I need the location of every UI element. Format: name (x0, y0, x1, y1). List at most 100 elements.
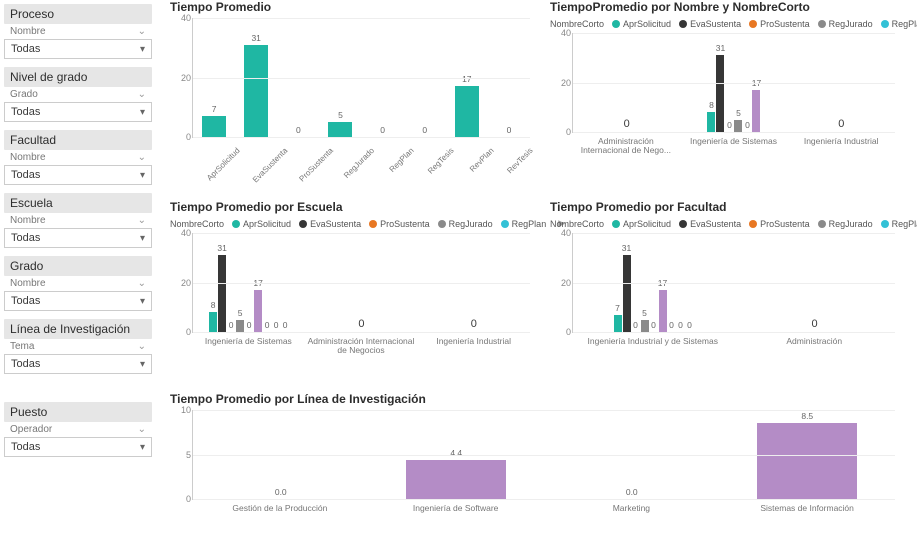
slicer-header: Línea de Investigación (4, 319, 152, 339)
legend-item[interactable]: RegPlan (881, 219, 917, 229)
bar[interactable]: 31 (218, 255, 226, 332)
chart-title: TiempoPromedio por Nombre y NombreCorto (550, 0, 895, 14)
bar-value-label: 0.0 (626, 487, 638, 497)
bar[interactable]: 5 (641, 320, 649, 332)
legend-swatch (749, 220, 757, 228)
bar[interactable]: 31 (623, 255, 631, 332)
slicer-field-label[interactable]: Nombre (4, 213, 152, 228)
bar[interactable]: 5 (328, 122, 352, 137)
legend-item[interactable]: AprSolicitud (232, 219, 291, 229)
legend-swatch (612, 20, 620, 28)
bar[interactable]: 7 (202, 116, 226, 137)
y-tick-label: 40 (173, 228, 191, 238)
legend-swatch (818, 220, 826, 228)
bar-value-label: 0 (727, 120, 732, 130)
bar[interactable]: 17 (752, 90, 760, 132)
bar-value-label: 0 (507, 125, 512, 135)
legend-swatch (438, 220, 446, 228)
legend-swatch (818, 20, 826, 28)
slicer: GradoNombreTodas (4, 256, 152, 311)
slicer: EscuelaNombreTodas (4, 193, 152, 248)
slicer-dropdown[interactable]: Todas (4, 437, 152, 457)
slicer-dropdown[interactable]: Todas (4, 102, 152, 122)
chart-plot[interactable]: 0831050170 02040 (572, 33, 895, 133)
legend-item[interactable]: EvaSustenta (679, 219, 741, 229)
legend-label: AprSolicitud (623, 19, 671, 29)
x-category-label: Ingeniería Industrial y de Sistemas (572, 337, 734, 346)
bar[interactable]: 31 (716, 55, 724, 132)
y-tick-label: 0 (173, 132, 191, 142)
legend-item[interactable]: RegJurado (818, 219, 873, 229)
slicer-header: Puesto (4, 402, 152, 422)
slicer-field-label[interactable]: Nombre (4, 150, 152, 165)
legend-item[interactable]: RegJurado (818, 19, 873, 29)
legend-item[interactable]: RegPlan (501, 219, 547, 229)
bar[interactable]: 8 (209, 312, 217, 332)
slicer-field-label[interactable]: Operador (4, 422, 152, 437)
x-category-label: Administración Internacional de Nego... (572, 137, 680, 156)
slicer-dropdown[interactable]: Todas (4, 291, 152, 311)
bar[interactable]: 31 (244, 45, 268, 137)
bar-value-label: 31 (251, 33, 260, 43)
slicer-field-label[interactable]: Grado (4, 87, 152, 102)
chart-plot[interactable]: 7310500170 02040 (192, 18, 530, 138)
bar-value-label: 8 (211, 300, 216, 310)
slicer-header: Proceso (4, 4, 152, 24)
chart-title: Tiempo Promedio (170, 0, 530, 14)
legend-item[interactable]: AprSolicitud (612, 19, 671, 29)
bar-value-label: 0 (687, 320, 692, 330)
bar[interactable]: 17 (659, 290, 667, 332)
legend-item[interactable]: RegPlan (881, 19, 917, 29)
legend-item[interactable]: ProSustenta (749, 19, 810, 29)
legend-item[interactable]: RegJurado (438, 219, 493, 229)
slicer-dropdown[interactable]: Todas (4, 39, 152, 59)
slicer-field-label[interactable]: Tema (4, 339, 152, 354)
legend-item[interactable]: EvaSustenta (679, 19, 741, 29)
slicer-dropdown[interactable]: Todas (4, 165, 152, 185)
bar-value-label: 0 (265, 320, 270, 330)
slicer-dropdown[interactable]: Todas (4, 354, 152, 374)
chart-plot[interactable]: 0.04.40.08.5 0510 (192, 410, 895, 500)
legend-item[interactable]: ProSustenta (749, 219, 810, 229)
bar[interactable]: 8.5 (757, 423, 857, 499)
slicer-field-label[interactable]: Nombre (4, 24, 152, 39)
legend-label: RegPlan (892, 19, 917, 29)
legend-item[interactable]: AprSolicitud (612, 219, 671, 229)
bar[interactable]: 8 (707, 112, 715, 132)
bar[interactable]: 17 (455, 86, 479, 137)
x-category-label: Ingeniería Industrial (787, 137, 895, 156)
slicer-dropdown[interactable]: Todas (4, 228, 152, 248)
bar[interactable]: 17 (254, 290, 262, 332)
bar[interactable]: 5 (734, 120, 742, 132)
slicer-field-label[interactable]: Nombre (4, 276, 152, 291)
y-tick-label: 40 (553, 228, 571, 238)
bar[interactable]: 4.4 (406, 460, 506, 499)
y-tick-label: 5 (173, 450, 191, 460)
legend-label: RegJurado (829, 219, 873, 229)
bar-value-label: 0 (811, 318, 817, 330)
legend-item[interactable]: ProSustenta (369, 219, 430, 229)
chart-legend: NombreCortoAprSolicitudEvaSustentaProSus… (170, 218, 530, 229)
slicer: ProcesoNombreTodas (4, 4, 152, 59)
x-category-label: Administración (734, 337, 896, 346)
legend-label: EvaSustenta (690, 219, 741, 229)
legend-swatch (679, 220, 687, 228)
legend-swatch (369, 220, 377, 228)
chart-plot[interactable]: 8310501700000 02040 (192, 233, 530, 333)
bar[interactable]: 5 (236, 320, 244, 332)
x-category-label: Ingeniería Industrial (417, 337, 530, 356)
bar-value-label: 0 (669, 320, 674, 330)
y-tick-label: 0 (553, 327, 571, 337)
chart-plot[interactable]: 731050170000 02040 (572, 233, 895, 333)
slicer: Nivel de gradoGradoTodas (4, 67, 152, 122)
legend-swatch (749, 20, 757, 28)
x-category-label: RevTesis (502, 146, 557, 201)
bar-value-label: 0 (678, 320, 683, 330)
bar[interactable]: 7 (614, 315, 622, 332)
legend-item[interactable]: EvaSustenta (299, 219, 361, 229)
legend-header: NombreCorto (550, 219, 604, 229)
y-tick-label: 0 (173, 494, 191, 504)
slicer-header: Escuela (4, 193, 152, 213)
legend-swatch (299, 220, 307, 228)
legend-label: EvaSustenta (690, 19, 741, 29)
